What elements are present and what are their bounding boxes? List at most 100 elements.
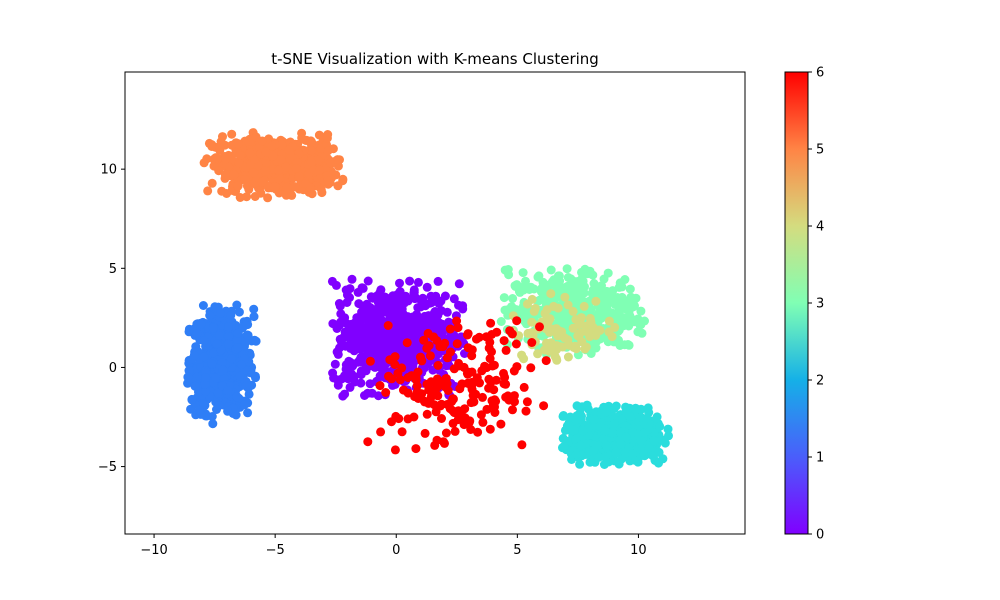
scatter-point [535, 322, 544, 332]
scatter-point [397, 322, 406, 332]
scatter-point [644, 443, 654, 453]
scatter-point [235, 150, 245, 160]
scatter-point [441, 428, 451, 438]
scatter-point [487, 347, 496, 357]
scatter-point [571, 415, 581, 425]
colorbar-tick-label: 2 [816, 374, 824, 389]
scatter-point [576, 441, 586, 451]
scatter-point [249, 312, 259, 322]
scatter-point [229, 170, 239, 180]
scatter-point [234, 307, 244, 317]
scatter-point [508, 405, 517, 415]
scatter-point [315, 165, 324, 175]
scatter-point [420, 397, 430, 407]
scatter-point [563, 273, 573, 282]
scatter-point [399, 385, 408, 395]
scatter-point [601, 441, 611, 451]
scatter-point [557, 327, 567, 337]
scatter-point [350, 377, 360, 387]
scatter-point [363, 276, 373, 286]
scatter-point [233, 328, 243, 338]
scatter-point [603, 268, 613, 278]
scatter-point [244, 185, 254, 194]
scatter-point [268, 151, 278, 161]
scatter-point [316, 184, 326, 194]
scatter-point [322, 133, 332, 143]
scatter-point [588, 446, 598, 456]
scatter-point [511, 339, 521, 349]
scatter-point [345, 284, 355, 294]
scatter-point [636, 436, 646, 446]
scatter-point [625, 313, 635, 323]
scatter-point [422, 409, 432, 419]
scatter-point [499, 336, 509, 346]
scatter-point [533, 272, 543, 282]
scatter-point [290, 182, 300, 192]
scatter-point [240, 174, 250, 184]
scatter-point [227, 140, 237, 150]
scatter-point [381, 388, 391, 397]
scatter-point [257, 136, 267, 146]
scatter-point [383, 321, 393, 330]
scatter-point [194, 405, 204, 415]
scatter-point [393, 368, 403, 378]
scatter-point [408, 327, 418, 337]
x-axis: −10 −5 0 5 10 [140, 534, 647, 558]
scatter-point [363, 323, 373, 333]
scatter-point [223, 406, 233, 416]
scatter-point [223, 339, 233, 349]
scatter-point [608, 428, 618, 438]
scatter-point [655, 421, 665, 431]
scatter-point [504, 270, 514, 280]
scatter-point [215, 143, 225, 153]
scatter-point [409, 412, 419, 422]
scatter-point [234, 158, 244, 168]
scatter-point [333, 181, 343, 191]
scatter-point [563, 300, 573, 310]
scatter-point [538, 285, 548, 295]
scatter-point [270, 182, 280, 191]
scatter-point [539, 345, 549, 355]
scatter-point [232, 300, 242, 310]
scatter-point [512, 362, 522, 372]
scatter-point [412, 381, 422, 391]
scatter-point [562, 264, 572, 274]
scatter-point [558, 433, 568, 443]
scatter-point [640, 316, 649, 326]
scatter-point [362, 299, 372, 309]
scatter-point [578, 288, 588, 298]
x-tick-label: 5 [513, 543, 521, 558]
scatter-point [539, 401, 549, 411]
scatter-point [402, 338, 412, 348]
scatter-point [235, 371, 245, 381]
scatter-point [426, 377, 436, 387]
scatter-point [625, 284, 635, 294]
scatter-point [452, 316, 462, 326]
scatter-point [437, 414, 446, 423]
scatter-point [509, 304, 519, 314]
scatter-point [467, 351, 477, 361]
scatter-point [594, 452, 604, 462]
scatter-point [589, 279, 599, 288]
scatter-point [281, 162, 291, 172]
scatter-point [523, 328, 533, 338]
scatter-point [213, 388, 223, 398]
scatter-point [406, 345, 416, 355]
scatter-point [425, 351, 435, 361]
scatter-point [427, 390, 437, 400]
scatter-point [496, 317, 506, 326]
scatter-point [512, 316, 522, 326]
scatter-point [348, 361, 358, 371]
scatter-point [644, 408, 654, 417]
scatter-point [663, 424, 673, 434]
scatter-point [563, 352, 573, 362]
scatter-point [224, 322, 233, 332]
scatter-point [218, 365, 228, 375]
scatter-point [628, 449, 638, 459]
scatter-point [569, 425, 579, 435]
scatter-point [203, 186, 213, 196]
scatter-point [454, 279, 464, 289]
scatter-points [183, 128, 673, 469]
scatter-point [187, 394, 197, 404]
scatter-point [558, 411, 568, 421]
